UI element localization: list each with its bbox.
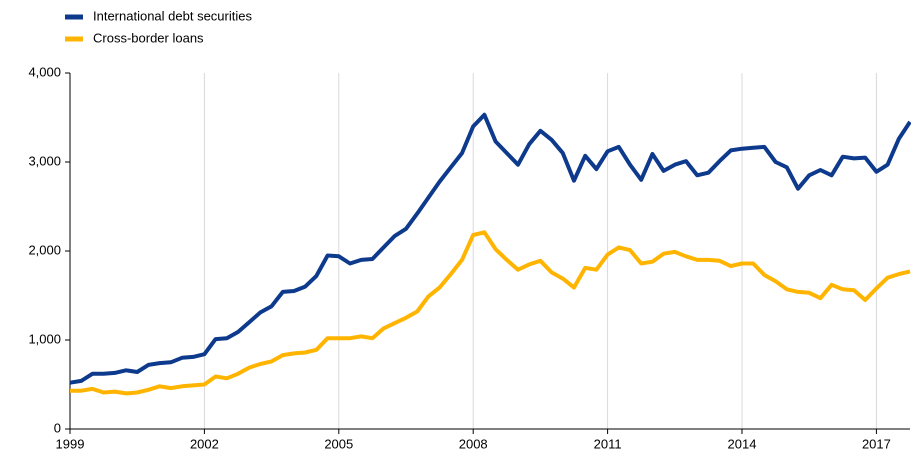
- y-tick-label: 2,000: [28, 242, 61, 257]
- legend-label: International debt securities: [93, 8, 252, 23]
- x-tick-label: 2014: [728, 436, 757, 451]
- y-tick-label: 1,000: [28, 331, 61, 346]
- x-tick-label: 1999: [56, 436, 85, 451]
- legend-swatch: [65, 36, 83, 42]
- y-tick-label: 3,000: [28, 153, 61, 168]
- x-tick-label: 2011: [594, 436, 622, 451]
- line-series: [70, 230, 911, 396]
- y-tick-label: 0: [54, 420, 61, 435]
- legend-label: Cross-border loans: [93, 30, 204, 45]
- x-tick-label: 2005: [324, 436, 353, 451]
- x-tick-label: 2017: [862, 436, 891, 451]
- x-tick-label: 2008: [459, 436, 488, 451]
- legend-swatch: [65, 14, 83, 20]
- x-tick-label: 2002: [190, 436, 219, 451]
- line-series: [69, 112, 911, 385]
- y-tick-label: 4,000: [28, 64, 61, 79]
